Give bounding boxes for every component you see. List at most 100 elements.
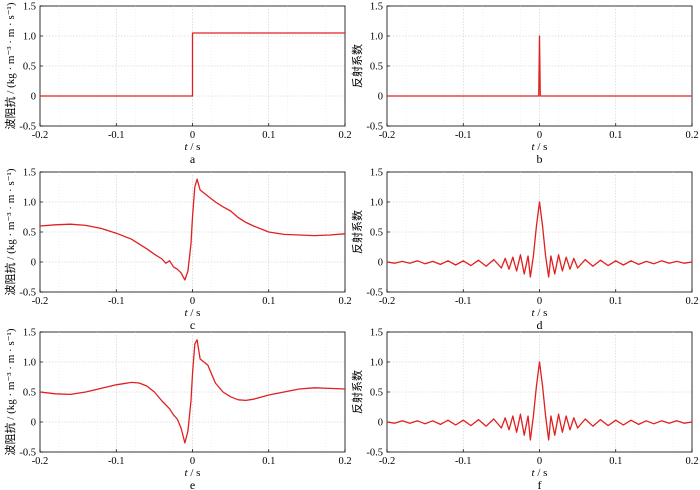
y-tick-label: 1.5 <box>23 168 36 179</box>
panel-letter: a <box>190 152 196 166</box>
x-axis-label-unit: / s <box>188 467 201 479</box>
y-tick-label: 0.5 <box>370 62 383 73</box>
series-line <box>387 35 692 97</box>
y-tick-label: 0.5 <box>370 388 383 399</box>
x-axis-label-var: t <box>185 307 189 319</box>
x-tick-label: 0 <box>537 456 542 467</box>
x-tick-label: 0 <box>537 296 542 307</box>
series-line <box>40 32 345 97</box>
y-axis-label: 波阻抗 / (kg · m⁻³ · m · s⁻¹) <box>3 328 17 455</box>
x-tick-label: -0.2 <box>379 296 396 307</box>
y-tick-label: 0 <box>378 418 383 429</box>
x-tick-label: 0 <box>537 130 542 141</box>
x-tick-label: 0.1 <box>609 456 622 467</box>
x-tick-label: 0.2 <box>685 130 698 141</box>
x-tick-label: -0.2 <box>32 456 49 467</box>
x-tick-label: 0.2 <box>338 456 351 467</box>
x-tick-label: 0.1 <box>609 130 622 141</box>
x-tick-label: -0.2 <box>379 456 396 467</box>
panel-e: -0.2 -0.1 0 0.1 0.2 -0.5 0 0.5 1.0 1.5 t / se 波阻抗 /… <box>3 328 352 490</box>
x-tick-label: 0.2 <box>685 456 698 467</box>
panel-c: -0.2 -0.1 0 0.1 0.2 -0.5 0 0.5 1.0 1.5 t / sc 波阻抗 /… <box>3 168 352 333</box>
x-tick-label: 0 <box>190 130 195 141</box>
y-tick-label: 0 <box>31 418 36 429</box>
y-tick-label: 1.0 <box>23 198 36 209</box>
y-axis-label: 波阻抗 / (kg · m⁻³ · m · s⁻¹) <box>3 168 17 295</box>
y-tick-label: 0.5 <box>23 62 36 73</box>
x-axis-label: t / s <box>532 307 548 319</box>
y-tick-label: -0.5 <box>366 448 383 459</box>
x-axis-label-var: t <box>532 141 536 153</box>
y-axis-label: 反射系数 <box>350 210 364 254</box>
y-tick-label: -0.5 <box>366 288 383 299</box>
x-axis-label-unit: / s <box>188 141 201 153</box>
y-tick-label: 0.5 <box>23 228 36 239</box>
y-tick-label: 1.5 <box>370 2 383 13</box>
y-tick-label: -0.5 <box>19 122 36 133</box>
y-tick-label: 0 <box>31 258 36 269</box>
y-tick-label: -0.5 <box>366 122 383 133</box>
x-tick-label: 0.1 <box>609 296 622 307</box>
y-tick-label: 1.0 <box>370 32 383 43</box>
x-axis-label-unit: / s <box>535 307 548 319</box>
x-tick-label: 0 <box>190 456 195 467</box>
series-line <box>386 361 693 441</box>
series-line <box>39 178 346 281</box>
x-axis-label-var: t <box>185 467 189 479</box>
series-line <box>39 339 346 444</box>
y-tick-label: 0 <box>378 258 383 269</box>
x-tick-label: 0 <box>190 296 195 307</box>
panel-f: -0.2 -0.1 0 0.1 0.2 -0.5 0 0.5 1.0 1.5 t / sf 反射系数 <box>350 328 699 490</box>
x-tick-label: -0.2 <box>32 130 49 141</box>
panel-b: -0.2 -0.1 0 0.1 0.2 -0.5 0 0.5 1.0 1.5 t / sb 反射系数 <box>350 2 699 167</box>
x-tick-label: -0.1 <box>455 456 472 467</box>
x-tick-label: 0.2 <box>685 296 698 307</box>
x-tick-label: 0.2 <box>338 296 351 307</box>
y-tick-label: 1.0 <box>23 358 36 369</box>
y-axis-label: 波阻抗 / (kg · m⁻³ · m · s⁻¹) <box>3 2 17 129</box>
x-tick-label: -0.1 <box>108 296 125 307</box>
y-tick-label: 0.5 <box>23 388 36 399</box>
x-tick-label: -0.1 <box>455 130 472 141</box>
x-axis-label-unit: / s <box>535 141 548 153</box>
panel-letter: b <box>537 152 543 166</box>
y-tick-label: 1.5 <box>370 168 383 179</box>
x-axis-label-unit: / s <box>188 307 201 319</box>
y-axis-label: 反射系数 <box>350 370 364 414</box>
x-axis-label-var: t <box>532 307 536 319</box>
panel-d: -0.2 -0.1 0 0.1 0.2 -0.5 0 0.5 1.0 1.5 t / sd 反射系数 <box>350 168 699 333</box>
y-axis-label: 反射系数 <box>350 44 364 88</box>
x-tick-label: 0.1 <box>262 130 275 141</box>
x-tick-label: 0.2 <box>338 130 351 141</box>
series-line <box>386 201 693 278</box>
x-tick-label: -0.1 <box>455 296 472 307</box>
x-tick-label: 0.1 <box>262 296 275 307</box>
y-tick-label: -0.5 <box>19 448 36 459</box>
panel-letter: e <box>190 478 195 490</box>
y-tick-label: 0.5 <box>370 228 383 239</box>
x-axis-label: t / s <box>185 307 201 319</box>
x-tick-label: -0.1 <box>108 130 125 141</box>
x-axis-label-var: t <box>532 467 536 479</box>
x-axis-label: t / s <box>532 467 548 479</box>
panel-a: -0.2 -0.1 0 0.1 0.2 -0.5 0 0.5 1.0 1.5 t / sa 波阻抗 /… <box>3 2 352 167</box>
y-tick-label: 1.5 <box>370 328 383 339</box>
y-tick-label: -0.5 <box>19 288 36 299</box>
y-tick-label: 0 <box>378 92 383 103</box>
x-tick-label: 0.1 <box>262 456 275 467</box>
x-axis-label-var: t <box>185 141 189 153</box>
y-tick-label: 1.0 <box>370 358 383 369</box>
y-tick-label: 1.5 <box>23 2 36 13</box>
y-tick-label: 1.0 <box>23 32 36 43</box>
panel-letter: f <box>538 478 542 490</box>
panel-letter: c <box>190 318 195 332</box>
x-tick-label: -0.2 <box>379 130 396 141</box>
x-axis-label: t / s <box>185 467 201 479</box>
x-tick-label: -0.1 <box>108 456 125 467</box>
y-tick-label: 1.0 <box>370 198 383 209</box>
panel-letter: d <box>537 318 543 332</box>
x-axis-label: t / s <box>532 141 548 153</box>
x-axis-label: t / s <box>185 141 201 153</box>
x-axis-label-unit: / s <box>535 467 548 479</box>
